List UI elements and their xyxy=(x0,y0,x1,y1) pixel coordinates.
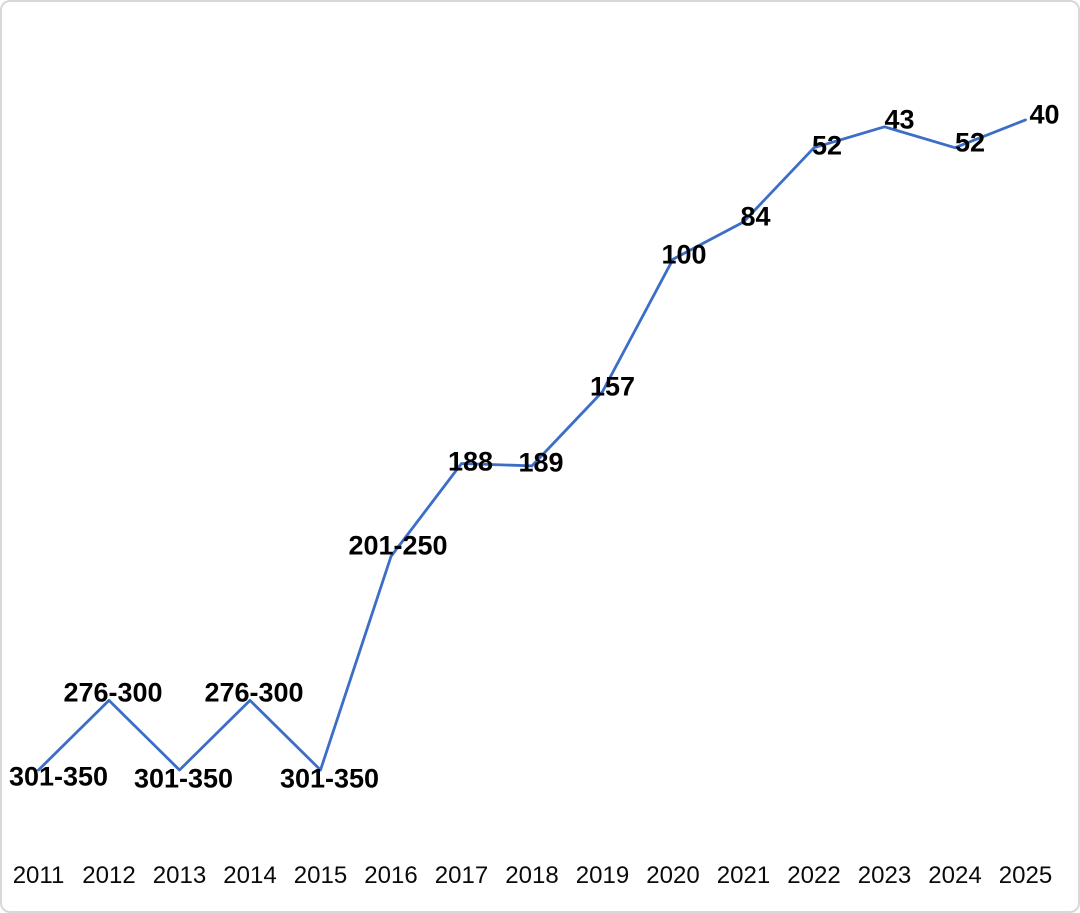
data-label-2016: 201-250 xyxy=(348,530,448,561)
data-label-2012: 276-300 xyxy=(63,677,163,708)
x-tick-2018: 2018 xyxy=(505,862,559,889)
x-tick-2022: 2022 xyxy=(787,862,841,889)
x-tick-2013: 2013 xyxy=(152,862,207,889)
x-tick-2014: 2014 xyxy=(223,862,277,889)
data-label-2011: 301-350 xyxy=(8,761,109,792)
data-label-2020: 100 xyxy=(661,239,707,270)
data-label-2023: 43 xyxy=(884,104,915,135)
data-label-2015: 301-350 xyxy=(279,763,380,794)
x-tick-2021: 2021 xyxy=(716,862,771,889)
x-tick-2017: 2017 xyxy=(434,862,489,889)
data-label-2017: 188 xyxy=(447,446,494,477)
data-label-2025: 40 xyxy=(1029,99,1060,130)
x-tick-2023: 2023 xyxy=(857,862,912,889)
trend-line xyxy=(37,118,1027,772)
x-tick-2011: 2011 xyxy=(12,862,65,889)
x-tick-2015: 2015 xyxy=(293,862,348,889)
data-label-2018: 189 xyxy=(518,447,564,478)
data-label-2019: 157 xyxy=(589,371,636,402)
x-tick-2012: 2012 xyxy=(82,862,136,889)
data-label-2013: 301-350 xyxy=(133,763,234,794)
x-tick-2016: 2016 xyxy=(364,862,418,889)
x-tick-2024: 2024 xyxy=(928,862,982,889)
x-tick-2025: 2025 xyxy=(998,862,1053,889)
x-tick-2019: 2019 xyxy=(575,862,630,889)
data-label-2022: 52 xyxy=(811,130,843,161)
data-label-2021: 84 xyxy=(740,201,771,232)
x-tick-2020: 2020 xyxy=(646,862,700,889)
data-label-2024: 52 xyxy=(954,127,986,158)
data-label-2014: 276-300 xyxy=(204,677,304,708)
